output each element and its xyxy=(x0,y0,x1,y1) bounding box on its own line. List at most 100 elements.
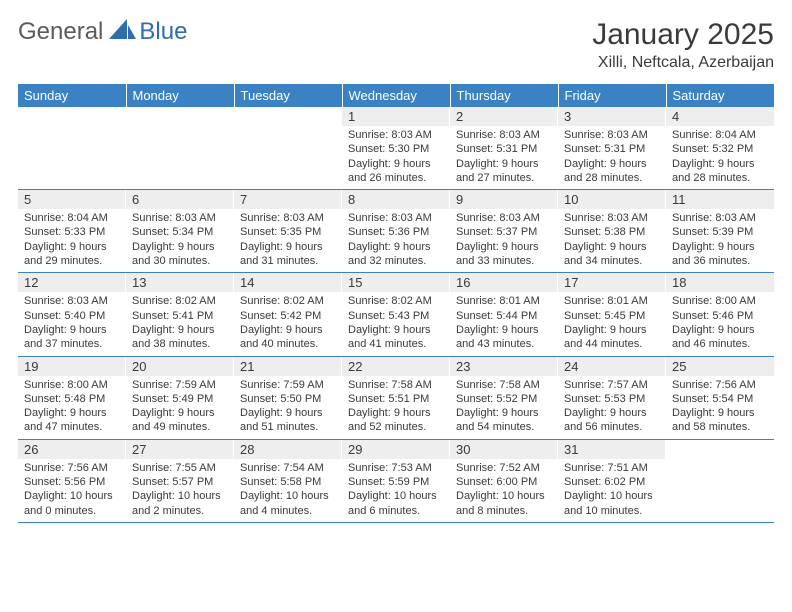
day-details: Sunrise: 8:03 AMSunset: 5:31 PMDaylight:… xyxy=(558,126,666,189)
day-details: Sunrise: 8:03 AMSunset: 5:31 PMDaylight:… xyxy=(450,126,558,189)
day-details: Sunrise: 7:53 AMSunset: 5:59 PMDaylight:… xyxy=(342,459,450,522)
day-details: Sunrise: 7:56 AMSunset: 5:54 PMDaylight:… xyxy=(666,376,774,439)
day-details: Sunrise: 8:02 AMSunset: 5:42 PMDaylight:… xyxy=(234,292,342,355)
calendar-day-cell: 30Sunrise: 7:52 AMSunset: 6:00 PMDayligh… xyxy=(450,439,558,522)
calendar-day-cell: . xyxy=(234,107,342,190)
day-details: Sunrise: 7:57 AMSunset: 5:53 PMDaylight:… xyxy=(558,376,666,439)
calendar-day-cell: 23Sunrise: 7:58 AMSunset: 5:52 PMDayligh… xyxy=(450,356,558,439)
calendar-day-cell: 5Sunrise: 8:04 AMSunset: 5:33 PMDaylight… xyxy=(18,190,126,273)
calendar-day-cell: 3Sunrise: 8:03 AMSunset: 5:31 PMDaylight… xyxy=(558,107,666,190)
weekday-header: Sunday xyxy=(18,84,126,107)
calendar-day-cell: 13Sunrise: 8:02 AMSunset: 5:41 PMDayligh… xyxy=(126,273,234,356)
calendar-day-cell: 29Sunrise: 7:53 AMSunset: 5:59 PMDayligh… xyxy=(342,439,450,522)
calendar-day-cell: 6Sunrise: 8:03 AMSunset: 5:34 PMDaylight… xyxy=(126,190,234,273)
calendar-head: SundayMondayTuesdayWednesdayThursdayFrid… xyxy=(18,84,774,107)
calendar-day-cell: 18Sunrise: 8:00 AMSunset: 5:46 PMDayligh… xyxy=(666,273,774,356)
calendar-week-row: 19Sunrise: 8:00 AMSunset: 5:48 PMDayligh… xyxy=(18,356,774,439)
calendar-week-row: 26Sunrise: 7:56 AMSunset: 5:56 PMDayligh… xyxy=(18,439,774,522)
calendar-day-cell: 12Sunrise: 8:03 AMSunset: 5:40 PMDayligh… xyxy=(18,273,126,356)
title-block: January 2025 Xilli, Neftcala, Azerbaijan xyxy=(592,18,774,72)
day-number: 2 xyxy=(450,107,558,126)
logo-text-general: General xyxy=(18,18,103,46)
day-number: 21 xyxy=(234,357,342,376)
location: Xilli, Neftcala, Azerbaijan xyxy=(592,54,774,72)
calendar-day-cell: 7Sunrise: 8:03 AMSunset: 5:35 PMDaylight… xyxy=(234,190,342,273)
calendar-day-cell: 22Sunrise: 7:58 AMSunset: 5:51 PMDayligh… xyxy=(342,356,450,439)
calendar-day-cell: . xyxy=(126,107,234,190)
calendar-day-cell: 17Sunrise: 8:01 AMSunset: 5:45 PMDayligh… xyxy=(558,273,666,356)
day-details: Sunrise: 7:56 AMSunset: 5:56 PMDaylight:… xyxy=(18,459,126,522)
day-number: 15 xyxy=(342,273,450,292)
calendar-day-cell: 19Sunrise: 8:00 AMSunset: 5:48 PMDayligh… xyxy=(18,356,126,439)
calendar-day-cell: 27Sunrise: 7:55 AMSunset: 5:57 PMDayligh… xyxy=(126,439,234,522)
day-number: 12 xyxy=(18,273,126,292)
day-number: 4 xyxy=(666,107,774,126)
calendar-day-cell: 2Sunrise: 8:03 AMSunset: 5:31 PMDaylight… xyxy=(450,107,558,190)
day-number: 13 xyxy=(126,273,234,292)
day-number: 11 xyxy=(666,190,774,209)
calendar-day-cell: 16Sunrise: 8:01 AMSunset: 5:44 PMDayligh… xyxy=(450,273,558,356)
day-number: 24 xyxy=(558,357,666,376)
day-number: 23 xyxy=(450,357,558,376)
day-number: 16 xyxy=(450,273,558,292)
day-details: Sunrise: 8:02 AMSunset: 5:43 PMDaylight:… xyxy=(342,292,450,355)
day-number: 7 xyxy=(234,190,342,209)
weekday-header: Saturday xyxy=(666,84,774,107)
day-details: Sunrise: 8:03 AMSunset: 5:30 PMDaylight:… xyxy=(342,126,450,189)
day-details: Sunrise: 8:03 AMSunset: 5:37 PMDaylight:… xyxy=(450,209,558,272)
day-number: 17 xyxy=(558,273,666,292)
calendar-day-cell: 21Sunrise: 7:59 AMSunset: 5:50 PMDayligh… xyxy=(234,356,342,439)
day-details: Sunrise: 7:55 AMSunset: 5:57 PMDaylight:… xyxy=(126,459,234,522)
calendar-day-cell: 8Sunrise: 8:03 AMSunset: 5:36 PMDaylight… xyxy=(342,190,450,273)
day-number: 29 xyxy=(342,440,450,459)
page-title: January 2025 xyxy=(592,18,774,52)
day-details: Sunrise: 7:59 AMSunset: 5:49 PMDaylight:… xyxy=(126,376,234,439)
day-details: Sunrise: 8:03 AMSunset: 5:36 PMDaylight:… xyxy=(342,209,450,272)
header: General Blue January 2025 Xilli, Neftcal… xyxy=(18,18,774,72)
day-details: Sunrise: 8:03 AMSunset: 5:39 PMDaylight:… xyxy=(666,209,774,272)
calendar-day-cell: 10Sunrise: 8:03 AMSunset: 5:38 PMDayligh… xyxy=(558,190,666,273)
day-number: 20 xyxy=(126,357,234,376)
calendar-day-cell: 1Sunrise: 8:03 AMSunset: 5:30 PMDaylight… xyxy=(342,107,450,190)
day-number: 18 xyxy=(666,273,774,292)
day-details: Sunrise: 8:03 AMSunset: 5:40 PMDaylight:… xyxy=(18,292,126,355)
day-number: 26 xyxy=(18,440,126,459)
calendar-body: ...1Sunrise: 8:03 AMSunset: 5:30 PMDayli… xyxy=(18,107,774,522)
day-details: Sunrise: 8:04 AMSunset: 5:32 PMDaylight:… xyxy=(666,126,774,189)
day-number: 8 xyxy=(342,190,450,209)
day-number: 19 xyxy=(18,357,126,376)
day-details: Sunrise: 7:59 AMSunset: 5:50 PMDaylight:… xyxy=(234,376,342,439)
day-details: Sunrise: 7:52 AMSunset: 6:00 PMDaylight:… xyxy=(450,459,558,522)
day-details: Sunrise: 8:01 AMSunset: 5:44 PMDaylight:… xyxy=(450,292,558,355)
day-details: Sunrise: 8:01 AMSunset: 5:45 PMDaylight:… xyxy=(558,292,666,355)
weekday-header: Monday xyxy=(126,84,234,107)
day-details: Sunrise: 8:00 AMSunset: 5:48 PMDaylight:… xyxy=(18,376,126,439)
day-number: 30 xyxy=(450,440,558,459)
day-number: 31 xyxy=(558,440,666,459)
day-number: 22 xyxy=(342,357,450,376)
day-number: 27 xyxy=(126,440,234,459)
calendar-day-cell: . xyxy=(18,107,126,190)
day-number: 28 xyxy=(234,440,342,459)
calendar-table: SundayMondayTuesdayWednesdayThursdayFrid… xyxy=(18,84,774,523)
day-details: Sunrise: 7:54 AMSunset: 5:58 PMDaylight:… xyxy=(234,459,342,522)
day-details: Sunrise: 8:04 AMSunset: 5:33 PMDaylight:… xyxy=(18,209,126,272)
day-number: 14 xyxy=(234,273,342,292)
day-details: Sunrise: 8:02 AMSunset: 5:41 PMDaylight:… xyxy=(126,292,234,355)
day-details: Sunrise: 8:03 AMSunset: 5:38 PMDaylight:… xyxy=(558,209,666,272)
calendar-day-cell: . xyxy=(666,439,774,522)
logo-sail-icon xyxy=(109,19,137,46)
weekday-header: Wednesday xyxy=(342,84,450,107)
day-details: Sunrise: 8:03 AMSunset: 5:35 PMDaylight:… xyxy=(234,209,342,272)
calendar-week-row: 5Sunrise: 8:04 AMSunset: 5:33 PMDaylight… xyxy=(18,190,774,273)
day-number: 3 xyxy=(558,107,666,126)
day-number: 10 xyxy=(558,190,666,209)
calendar-day-cell: 25Sunrise: 7:56 AMSunset: 5:54 PMDayligh… xyxy=(666,356,774,439)
day-number: 1 xyxy=(342,107,450,126)
calendar-day-cell: 28Sunrise: 7:54 AMSunset: 5:58 PMDayligh… xyxy=(234,439,342,522)
day-number: 9 xyxy=(450,190,558,209)
day-number: 25 xyxy=(666,357,774,376)
calendar-week-row: 12Sunrise: 8:03 AMSunset: 5:40 PMDayligh… xyxy=(18,273,774,356)
day-details: Sunrise: 8:03 AMSunset: 5:34 PMDaylight:… xyxy=(126,209,234,272)
calendar-day-cell: 24Sunrise: 7:57 AMSunset: 5:53 PMDayligh… xyxy=(558,356,666,439)
